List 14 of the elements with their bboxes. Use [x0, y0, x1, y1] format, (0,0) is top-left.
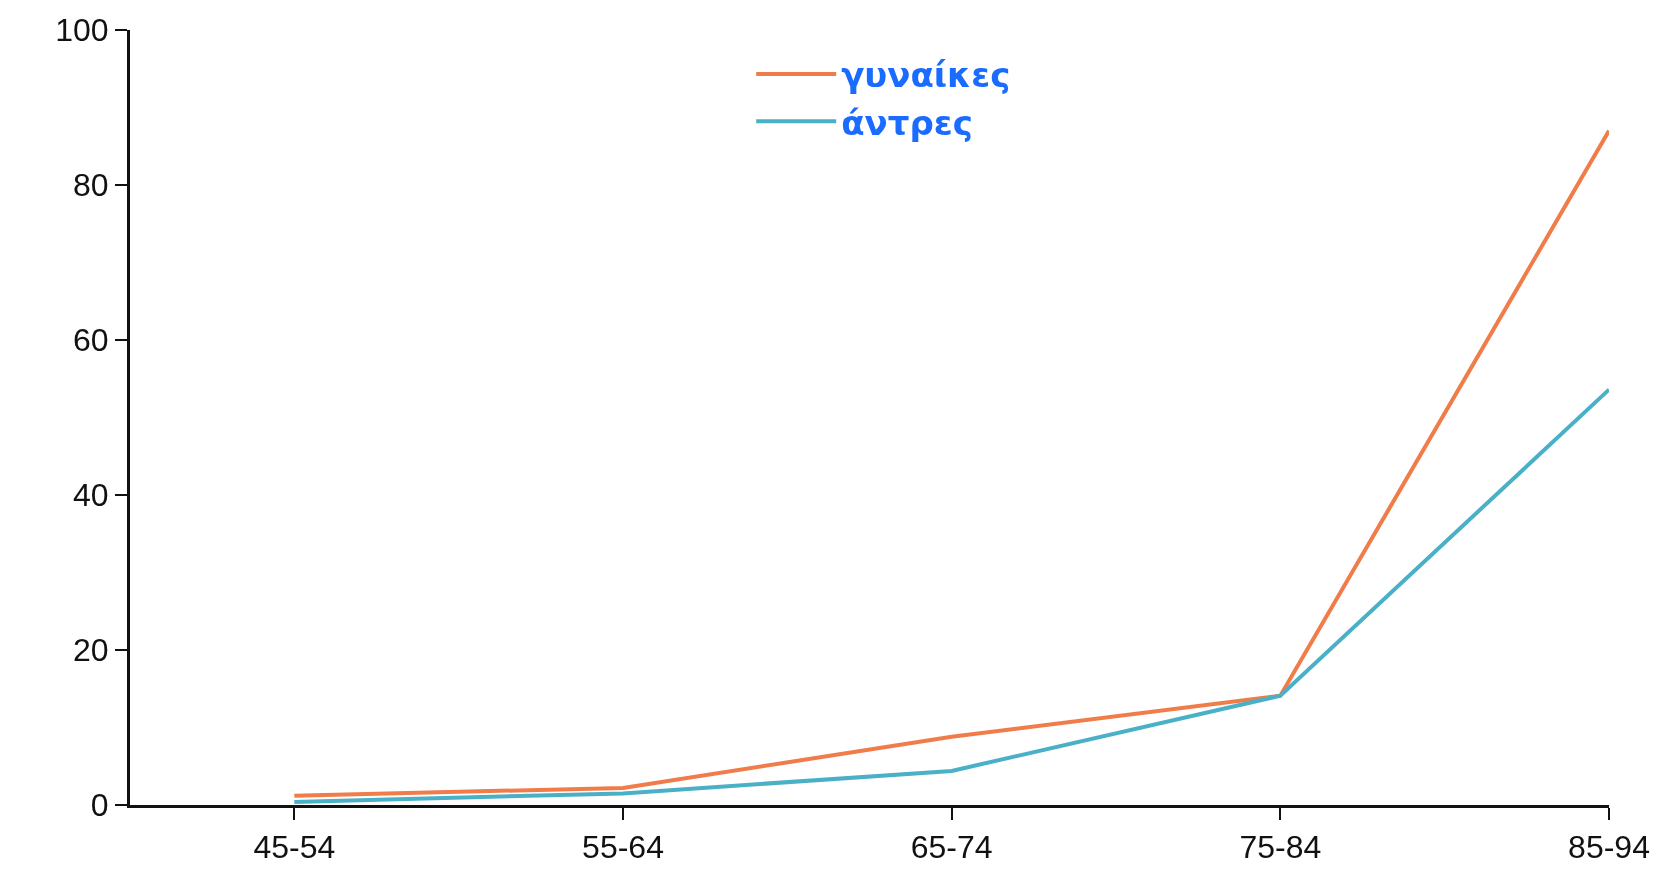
- y-tick-label: 80: [73, 167, 109, 204]
- x-tick-label: 75-84: [1239, 829, 1322, 866]
- legend-label: άντρες: [841, 102, 973, 143]
- y-tick-label: 20: [73, 632, 109, 669]
- x-tick-label: 55-64: [582, 829, 664, 866]
- line-series: [292, 387, 1609, 804]
- y-tick-label: 60: [73, 322, 109, 359]
- x-tick-label: 45-54: [253, 829, 336, 866]
- y-tick-label: 40: [73, 477, 109, 514]
- x-tick-label: 65-74: [910, 829, 993, 866]
- legend-label: γυναίκες: [841, 55, 1011, 96]
- y-tick-label: 100: [55, 12, 109, 49]
- x-tick-label: 85-94: [1568, 829, 1650, 866]
- y-tick-label: 0: [90, 787, 109, 824]
